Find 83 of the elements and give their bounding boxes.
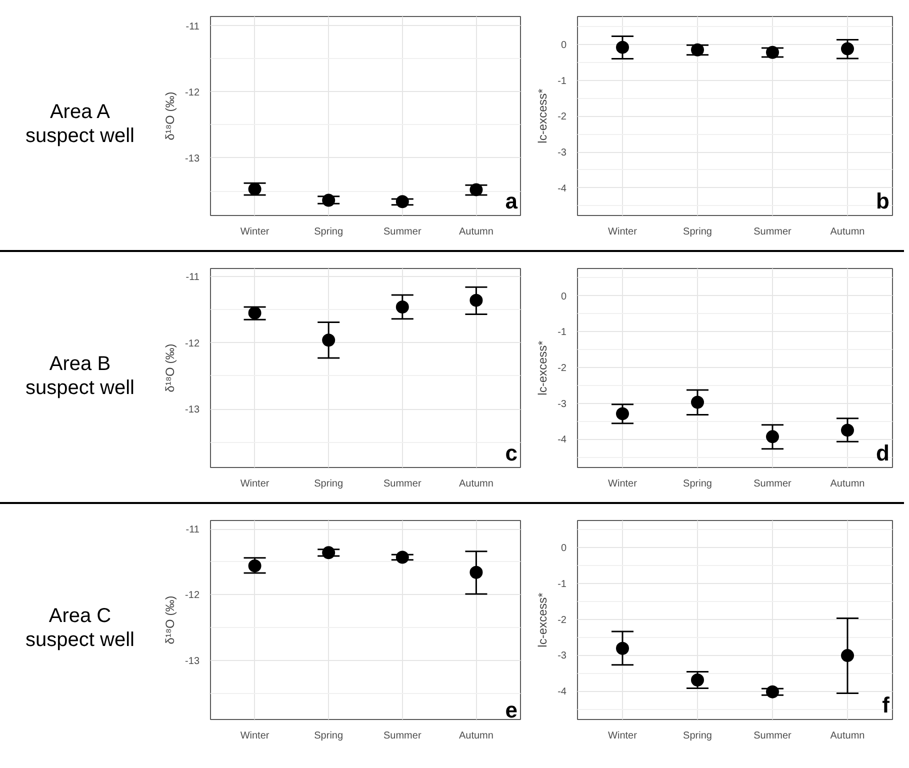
y-tick-label: -12: [185, 87, 200, 98]
y-axis-title: δ¹⁸O (‰): [163, 344, 178, 392]
point: [616, 642, 629, 655]
point: [396, 550, 409, 564]
x-tick-label: Winter: [608, 226, 638, 238]
y-tick-label: -12: [185, 590, 200, 602]
annotation: d: [876, 440, 890, 466]
text: Area A suspect well: [24, 100, 136, 148]
y-tick-label: -1: [558, 327, 567, 338]
x-tick-label: Winter: [240, 478, 270, 490]
point: [248, 182, 262, 196]
annotation: f: [882, 692, 890, 718]
y-tick-label: -1: [558, 578, 567, 590]
y-tick-label: -4: [558, 686, 567, 698]
point: [616, 407, 629, 420]
y-axis-title: lc-excess*: [536, 340, 550, 396]
x-tick-label: Winter: [608, 730, 638, 742]
point: [396, 195, 409, 208]
x-tick-label: Spring: [683, 730, 712, 742]
x-tick-label: Summer: [384, 730, 422, 742]
x-tick-label: Winter: [608, 478, 638, 490]
x-tick-label: Summer: [754, 730, 792, 742]
x-tick-label: Autumn: [458, 226, 494, 238]
x-tick-label: Spring: [683, 226, 712, 238]
y-tick-label: 0: [560, 542, 567, 554]
y-tick-label: -1: [558, 76, 567, 87]
point: [691, 396, 704, 409]
x-tick-label: Autumn: [458, 730, 494, 742]
y-axis-title: δ¹⁸O (‰): [163, 596, 178, 644]
point: [248, 306, 262, 320]
x-tick-label: Spring: [314, 730, 344, 742]
y-tick-label: -12: [185, 338, 200, 350]
point: [691, 674, 704, 686]
point: [841, 649, 854, 662]
y-tick-label: -4: [558, 183, 567, 194]
x-tick-label: Autumn: [458, 478, 494, 490]
x-tick-label: Spring: [314, 478, 344, 490]
y-axis-title: δ¹⁸O (‰): [163, 92, 178, 140]
point: [470, 566, 483, 579]
annotation: a: [505, 188, 518, 214]
x-tick-label: Autumn: [830, 226, 865, 238]
point: [766, 430, 779, 444]
point: [470, 183, 483, 196]
y-axis-title: lc-excess*: [536, 88, 550, 144]
x-tick-label: Autumn: [830, 478, 865, 490]
x-tick-label: Spring: [314, 226, 344, 238]
y-tick-label: -3: [558, 148, 567, 159]
y-tick-label: -13: [185, 404, 200, 416]
y-tick-label: -2: [558, 112, 567, 123]
x-tick-label: Summer: [384, 226, 422, 238]
y-tick-label: -3: [558, 650, 567, 662]
x-tick-label: Autumn: [830, 730, 865, 742]
x-tick-label: Summer: [384, 478, 422, 490]
x-tick-label: Summer: [754, 478, 792, 490]
point: [322, 334, 336, 347]
annotation: e: [505, 698, 518, 722]
text: Area B suspect well: [24, 352, 136, 400]
text: Area C suspect well: [24, 604, 136, 652]
x-tick-label: Spring: [683, 478, 712, 490]
point: [322, 546, 336, 560]
y-tick-label: -13: [185, 153, 200, 164]
y-tick-label: -2: [558, 614, 567, 626]
x-tick-label: Winter: [240, 226, 270, 238]
y-axis-title: lc-excess*: [536, 592, 550, 648]
annotation: c: [505, 440, 518, 466]
y-tick-label: -4: [558, 434, 567, 446]
point: [248, 559, 262, 572]
y-tick-label: -11: [186, 272, 200, 283]
annotation: b: [876, 188, 890, 214]
y-tick-label: 0: [560, 291, 567, 302]
x-tick-label: Summer: [754, 226, 792, 238]
point: [766, 685, 779, 698]
y-tick-label: 0: [560, 40, 567, 51]
x-tick-label: Winter: [240, 730, 270, 742]
y-tick-label: -11: [186, 21, 200, 32]
point: [470, 294, 483, 307]
y-tick-label: -13: [185, 656, 200, 667]
y-tick-label: -2: [558, 362, 567, 374]
point: [322, 194, 336, 207]
y-tick-label: -11: [186, 524, 200, 536]
point: [841, 424, 854, 437]
y-tick-label: -3: [558, 398, 567, 410]
point: [396, 300, 409, 314]
